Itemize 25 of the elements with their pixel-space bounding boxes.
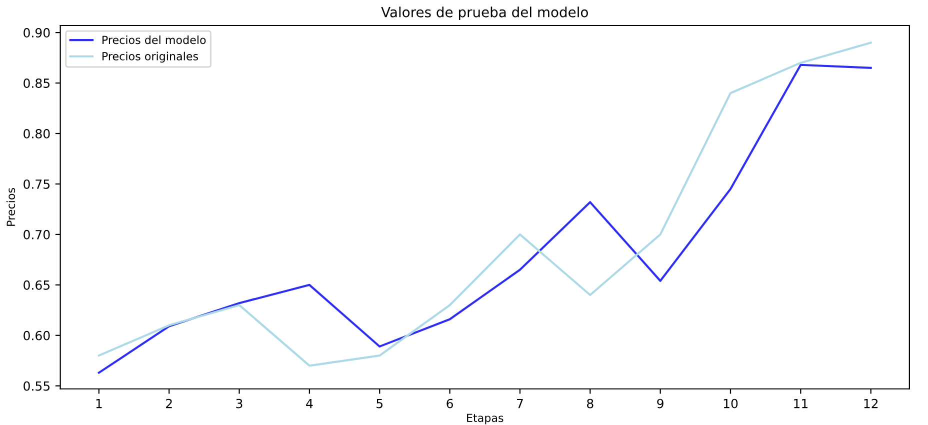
x-tick-label: 1 (96, 398, 102, 408)
y-tick-label: 0.65 (24, 280, 50, 290)
x-tick-label: 8 (587, 398, 594, 408)
chart-title: Valores de prueba del modelo (381, 6, 588, 20)
y-tick-label: 0.80 (24, 128, 50, 138)
legend-label: Precios del modelo (102, 36, 206, 44)
x-tick-label: 11 (794, 398, 808, 408)
legend-label: Precios originales (102, 52, 198, 63)
x-tick-label: 3 (236, 398, 242, 408)
x-tick-label: 5 (376, 398, 382, 408)
y-tick-label: 0.85 (24, 78, 50, 88)
y-tick-label: 0.55 (24, 381, 50, 391)
x-tick-label: 10 (724, 398, 738, 408)
x-tick-label: 6 (446, 398, 453, 408)
x-tick-label: 2 (166, 398, 172, 408)
y-tick-label: 0.60 (24, 330, 50, 340)
y-tick-label: 0.75 (24, 179, 50, 189)
y-tick-label: 0.70 (24, 230, 50, 240)
x-tick-label: 12 (864, 398, 878, 408)
x-tick-label: 7 (517, 398, 523, 408)
x-tick-label: 9 (657, 398, 664, 408)
x-tick-label: 4 (306, 398, 313, 408)
x-axis-title: Etapas (467, 414, 504, 424)
y-axis-title: Precios (6, 188, 16, 226)
y-tick-label: 0.90 (24, 28, 50, 38)
